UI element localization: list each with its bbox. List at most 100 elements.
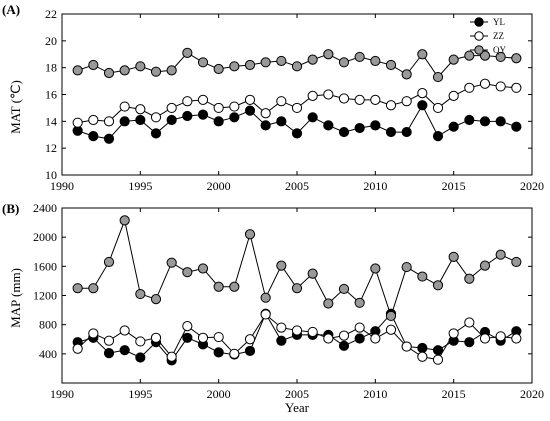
data-point-yl bbox=[354, 333, 365, 344]
data-point-qy bbox=[182, 267, 193, 278]
x-tick-label: 2010 bbox=[363, 179, 387, 193]
data-point-qy bbox=[150, 294, 162, 305]
data-point-zz bbox=[166, 102, 177, 114]
data-point-zz bbox=[166, 351, 177, 362]
data-point-zz bbox=[323, 89, 334, 100]
y-tick-label: 1600 bbox=[33, 259, 57, 273]
data-point-zz bbox=[213, 331, 224, 343]
data-point-qy bbox=[401, 69, 412, 80]
data-point-yl bbox=[385, 126, 397, 138]
data-point-qy bbox=[307, 54, 318, 65]
data-point-qy bbox=[276, 55, 287, 67]
data-point-yl bbox=[135, 114, 146, 126]
data-point-zz bbox=[197, 332, 209, 343]
data-point-qy bbox=[495, 51, 506, 63]
data-point-yl bbox=[338, 340, 350, 351]
data-point-qy bbox=[448, 54, 459, 65]
data-point-qy bbox=[479, 260, 491, 271]
data-point-yl bbox=[495, 116, 506, 127]
panel-a: (A) MAT (℃) 1990 1995 2000 2005 2010 2015 2020… bbox=[2, 2, 544, 193]
data-point-zz bbox=[432, 102, 444, 114]
data-point-yl bbox=[182, 110, 193, 122]
data-point-qy bbox=[354, 51, 365, 63]
data-point-yl bbox=[417, 100, 428, 111]
data-point-yl bbox=[197, 109, 209, 120]
data-point-zz bbox=[511, 333, 522, 344]
data-point-yl bbox=[244, 345, 256, 357]
data-point-qy bbox=[370, 263, 381, 274]
data-point-zz bbox=[213, 102, 224, 114]
y-tick-label: 10 bbox=[45, 168, 57, 182]
data-point-zz bbox=[103, 116, 115, 127]
data-point-zz bbox=[307, 90, 318, 101]
data-point-qy bbox=[307, 268, 318, 279]
data-point-qy bbox=[291, 61, 303, 72]
series-yl bbox=[72, 100, 522, 144]
data-point-qy bbox=[511, 256, 522, 268]
data-point-qy bbox=[417, 49, 428, 60]
x-tick-label: 1995 bbox=[128, 179, 152, 193]
panel-a-legend: YL ZZ QY bbox=[470, 17, 506, 55]
data-point-zz bbox=[495, 331, 506, 342]
data-point-yl bbox=[150, 128, 162, 139]
data-point-qy bbox=[166, 257, 177, 268]
data-point-yl bbox=[119, 345, 130, 356]
y-tick-label: 20 bbox=[45, 34, 57, 48]
data-point-qy bbox=[511, 53, 522, 64]
data-point-zz bbox=[103, 335, 115, 346]
data-point-zz bbox=[260, 309, 271, 320]
data-point-qy bbox=[417, 271, 428, 282]
data-point-yl bbox=[448, 121, 459, 132]
data-point-zz bbox=[72, 117, 83, 128]
x-tick-label: 2020 bbox=[520, 387, 544, 401]
data-point-zz bbox=[354, 322, 365, 333]
panel-b-x-axis-label: Year bbox=[285, 400, 310, 415]
data-point-zz bbox=[119, 101, 130, 112]
data-point-qy bbox=[464, 273, 475, 284]
data-point-qy bbox=[229, 61, 240, 72]
data-point-zz bbox=[260, 108, 271, 119]
legend-label-yl: YL bbox=[493, 17, 505, 27]
data-point-yl bbox=[432, 130, 444, 142]
data-point-zz bbox=[307, 326, 318, 338]
series-line-qy bbox=[77, 218, 517, 318]
y-tick-label: 2000 bbox=[33, 230, 57, 244]
data-point-zz bbox=[479, 78, 491, 89]
data-point-zz bbox=[354, 94, 365, 105]
series-zz bbox=[72, 78, 522, 128]
data-point-qy bbox=[213, 281, 224, 292]
data-point-yl bbox=[119, 116, 130, 127]
data-point-qy bbox=[448, 251, 459, 262]
x-tick-label: 2010 bbox=[363, 387, 387, 401]
data-point-qy bbox=[276, 260, 287, 271]
data-point-qy bbox=[103, 256, 115, 268]
y-tick-label: 800 bbox=[39, 318, 57, 332]
data-point-yl bbox=[103, 348, 115, 359]
data-point-qy bbox=[182, 47, 193, 59]
data-point-qy bbox=[229, 281, 240, 292]
data-point-zz bbox=[417, 88, 428, 99]
data-point-yl bbox=[244, 105, 256, 116]
y-tick-label: 1200 bbox=[33, 289, 57, 303]
data-point-zz bbox=[276, 322, 287, 333]
data-point-zz bbox=[291, 102, 303, 114]
y-tick-label: 14 bbox=[45, 114, 57, 128]
data-point-zz bbox=[432, 354, 444, 365]
data-point-yl bbox=[103, 133, 115, 144]
data-point-qy bbox=[72, 283, 83, 294]
x-tick-label: 2005 bbox=[285, 179, 309, 193]
x-tick-label: 2000 bbox=[207, 179, 231, 193]
data-point-zz bbox=[385, 100, 397, 111]
data-point-qy bbox=[260, 57, 271, 68]
y-tick-label: 16 bbox=[45, 88, 57, 102]
data-point-zz bbox=[135, 104, 146, 115]
y-tick-label: 400 bbox=[39, 347, 57, 361]
data-point-qy bbox=[150, 66, 162, 77]
x-tick-label: 2015 bbox=[442, 387, 466, 401]
data-point-yl bbox=[276, 116, 287, 127]
data-point-qy bbox=[88, 283, 99, 294]
legend-marker-zz bbox=[474, 31, 484, 41]
data-point-yl bbox=[166, 114, 177, 126]
data-point-zz bbox=[72, 343, 83, 354]
panel-b-label: (B) bbox=[2, 201, 19, 216]
